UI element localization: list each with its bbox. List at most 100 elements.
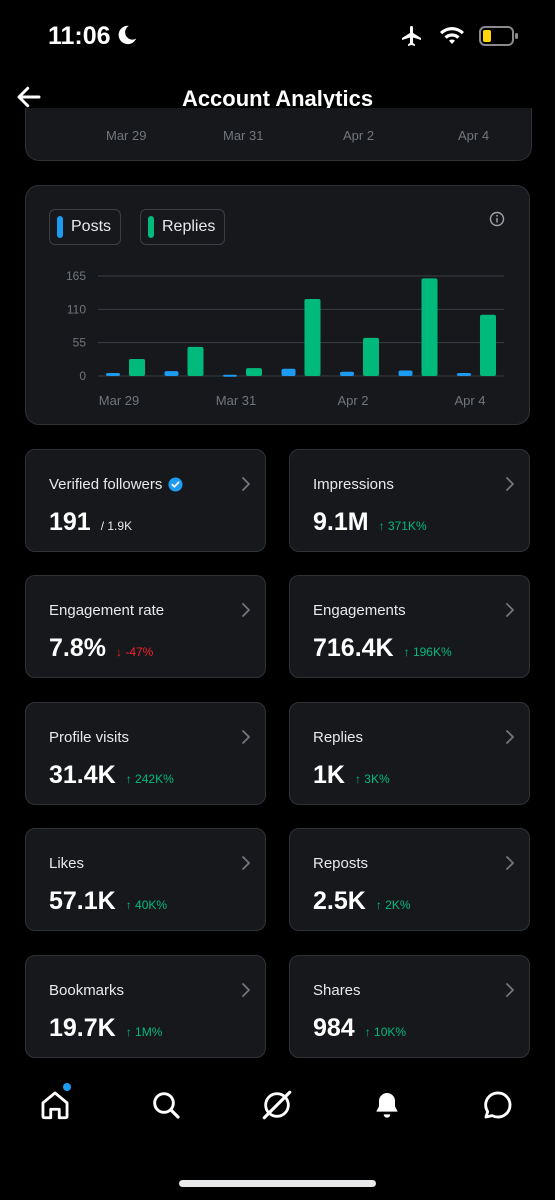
x-tick-label: Mar 31: [216, 393, 256, 408]
stat-change: ↑ 1M%: [125, 1025, 163, 1039]
chevron-right-icon: [506, 603, 514, 617]
chevron-right-icon: [506, 730, 514, 744]
chevron-right-icon: [506, 856, 514, 870]
wifi-icon: [440, 27, 464, 44]
posts-bar: [106, 372, 120, 376]
chevron-right-icon: [242, 983, 250, 997]
posts-bar: [398, 370, 413, 376]
stat-value-row: 2.5K ↑ 2K%: [313, 887, 411, 916]
stat-label-row: Profile visits: [49, 729, 129, 746]
stat-value: 2.5K: [313, 887, 366, 915]
stat-label: Impressions: [313, 476, 394, 493]
legend-label: Replies: [162, 218, 216, 235]
x-tick-label: Mar 29: [106, 128, 147, 143]
stat-label: Shares: [313, 982, 361, 999]
y-tick-label: 165: [66, 269, 86, 283]
stat-card[interactable]: Impressions 9.1M ↑ 371K%: [289, 449, 530, 552]
stat-value: 984: [313, 1014, 355, 1042]
bar-chart: 0 55 110 165 Mar 29 Mar 31 Apr 2 Apr 4: [66, 269, 504, 408]
stat-card[interactable]: Verified followers 191 / 1.9K: [25, 449, 266, 552]
replies-bar: [129, 359, 145, 376]
legend-posts[interactable]: Posts: [49, 209, 122, 245]
info-icon[interactable]: [489, 211, 505, 227]
back-arrow-icon[interactable]: [14, 82, 44, 112]
stat-label-row: Engagement rate: [49, 602, 164, 619]
tab-notifications[interactable]: [367, 1085, 407, 1125]
notification-dot: [63, 1083, 71, 1091]
posts-bar: [340, 371, 354, 376]
stat-label: Engagement rate: [49, 602, 165, 619]
messages-icon: [484, 1091, 512, 1119]
stat-label-row: Shares: [313, 982, 361, 999]
stat-change: ↑ 2K%: [375, 898, 411, 912]
stat-value: 191: [49, 508, 91, 536]
stat-value: 716.4K: [313, 634, 394, 662]
replies-bar: [246, 368, 262, 376]
stat-change: ↑ 40K%: [125, 898, 168, 912]
y-tick-label: 0: [79, 369, 86, 383]
stat-value-row: 31.4K ↑ 242K%: [49, 761, 174, 790]
replies-bar: [480, 314, 496, 376]
replies-bar: [363, 337, 379, 376]
stat-label: Replies: [313, 729, 364, 746]
stat-value-row: 984 ↑ 10K%: [313, 1014, 406, 1043]
grok-icon: [262, 1090, 292, 1120]
stat-value-row: 9.1M ↑ 371K%: [313, 508, 427, 537]
top-chart-card: Mar 29 Mar 31 Apr 2 Apr 4: [25, 108, 532, 161]
stat-value: 9.1M: [313, 508, 369, 536]
y-tick-label: 110: [67, 302, 86, 316]
posts-bar: [457, 372, 471, 376]
x-tick-label: Mar 31: [223, 128, 264, 143]
stat-change: ↑ 3K%: [354, 772, 390, 786]
status-bar: 11:06: [0, 0, 555, 72]
chevron-right-icon: [242, 603, 250, 617]
bell-icon: [376, 1093, 398, 1118]
replies-bar: [421, 278, 438, 376]
stat-value: 31.4K: [49, 761, 116, 789]
chevron-right-icon: [506, 983, 514, 997]
stat-label: Profile visits: [49, 729, 130, 746]
stat-card[interactable]: Engagements 716.4K ↑ 196K%: [289, 575, 530, 678]
stat-value-row: 716.4K ↑ 196K%: [313, 634, 452, 663]
stat-value-row: 7.8% ↓ -47%: [49, 634, 153, 663]
status-icons: [399, 24, 519, 48]
tab-messages[interactable]: [478, 1085, 518, 1125]
stat-label-row: Impressions: [313, 476, 394, 493]
x-tick-label: Apr 2: [343, 128, 375, 143]
stat-card[interactable]: Reposts 2.5K ↑ 2K%: [289, 828, 530, 931]
airplane-icon: [402, 26, 421, 46]
stat-label-row: Reposts: [313, 855, 368, 872]
legend-swatch: [148, 216, 154, 238]
legend-label: Posts: [71, 218, 112, 235]
replies-bar: [304, 299, 321, 376]
stat-total: / 1.9K: [100, 519, 133, 533]
x-tick-label: Mar 29: [99, 393, 139, 408]
tab-grok[interactable]: [257, 1085, 297, 1125]
stat-card[interactable]: Shares 984 ↑ 10K%: [289, 955, 530, 1058]
x-tick-label: Apr 4: [454, 393, 485, 408]
battery-icon: [479, 26, 518, 46]
stat-value: 57.1K: [49, 887, 116, 915]
stat-card[interactable]: Likes 57.1K ↑ 40K%: [25, 828, 266, 931]
tab-home[interactable]: [35, 1083, 75, 1125]
stat-card[interactable]: Replies 1K ↑ 3K%: [289, 702, 530, 805]
stat-card[interactable]: Bookmarks 19.7K ↑ 1M%: [25, 955, 266, 1058]
stat-label-row: Replies: [313, 729, 363, 746]
tab-search[interactable]: [146, 1085, 186, 1125]
stat-card[interactable]: Engagement rate 7.8% ↓ -47%: [25, 575, 266, 678]
stat-label-row: Likes: [49, 855, 84, 872]
stat-value: 1K: [313, 761, 345, 789]
stat-value: 19.7K: [49, 1014, 116, 1042]
stat-label: Likes: [49, 855, 85, 872]
stat-label: Verified followers: [49, 476, 163, 493]
x-tick-label: Apr 2: [337, 393, 368, 408]
stat-label: Bookmarks: [49, 982, 125, 999]
stat-change: ↑ 242K%: [125, 772, 174, 786]
x-tick-label: Apr 4: [458, 128, 490, 143]
tab-bar: [0, 1083, 555, 1145]
legend-replies[interactable]: Replies: [140, 209, 226, 245]
legend-swatch: [57, 216, 63, 238]
chevron-right-icon: [242, 730, 250, 744]
stat-card[interactable]: Profile visits 31.4K ↑ 242K%: [25, 702, 266, 805]
stat-value-row: 19.7K ↑ 1M%: [49, 1014, 162, 1043]
